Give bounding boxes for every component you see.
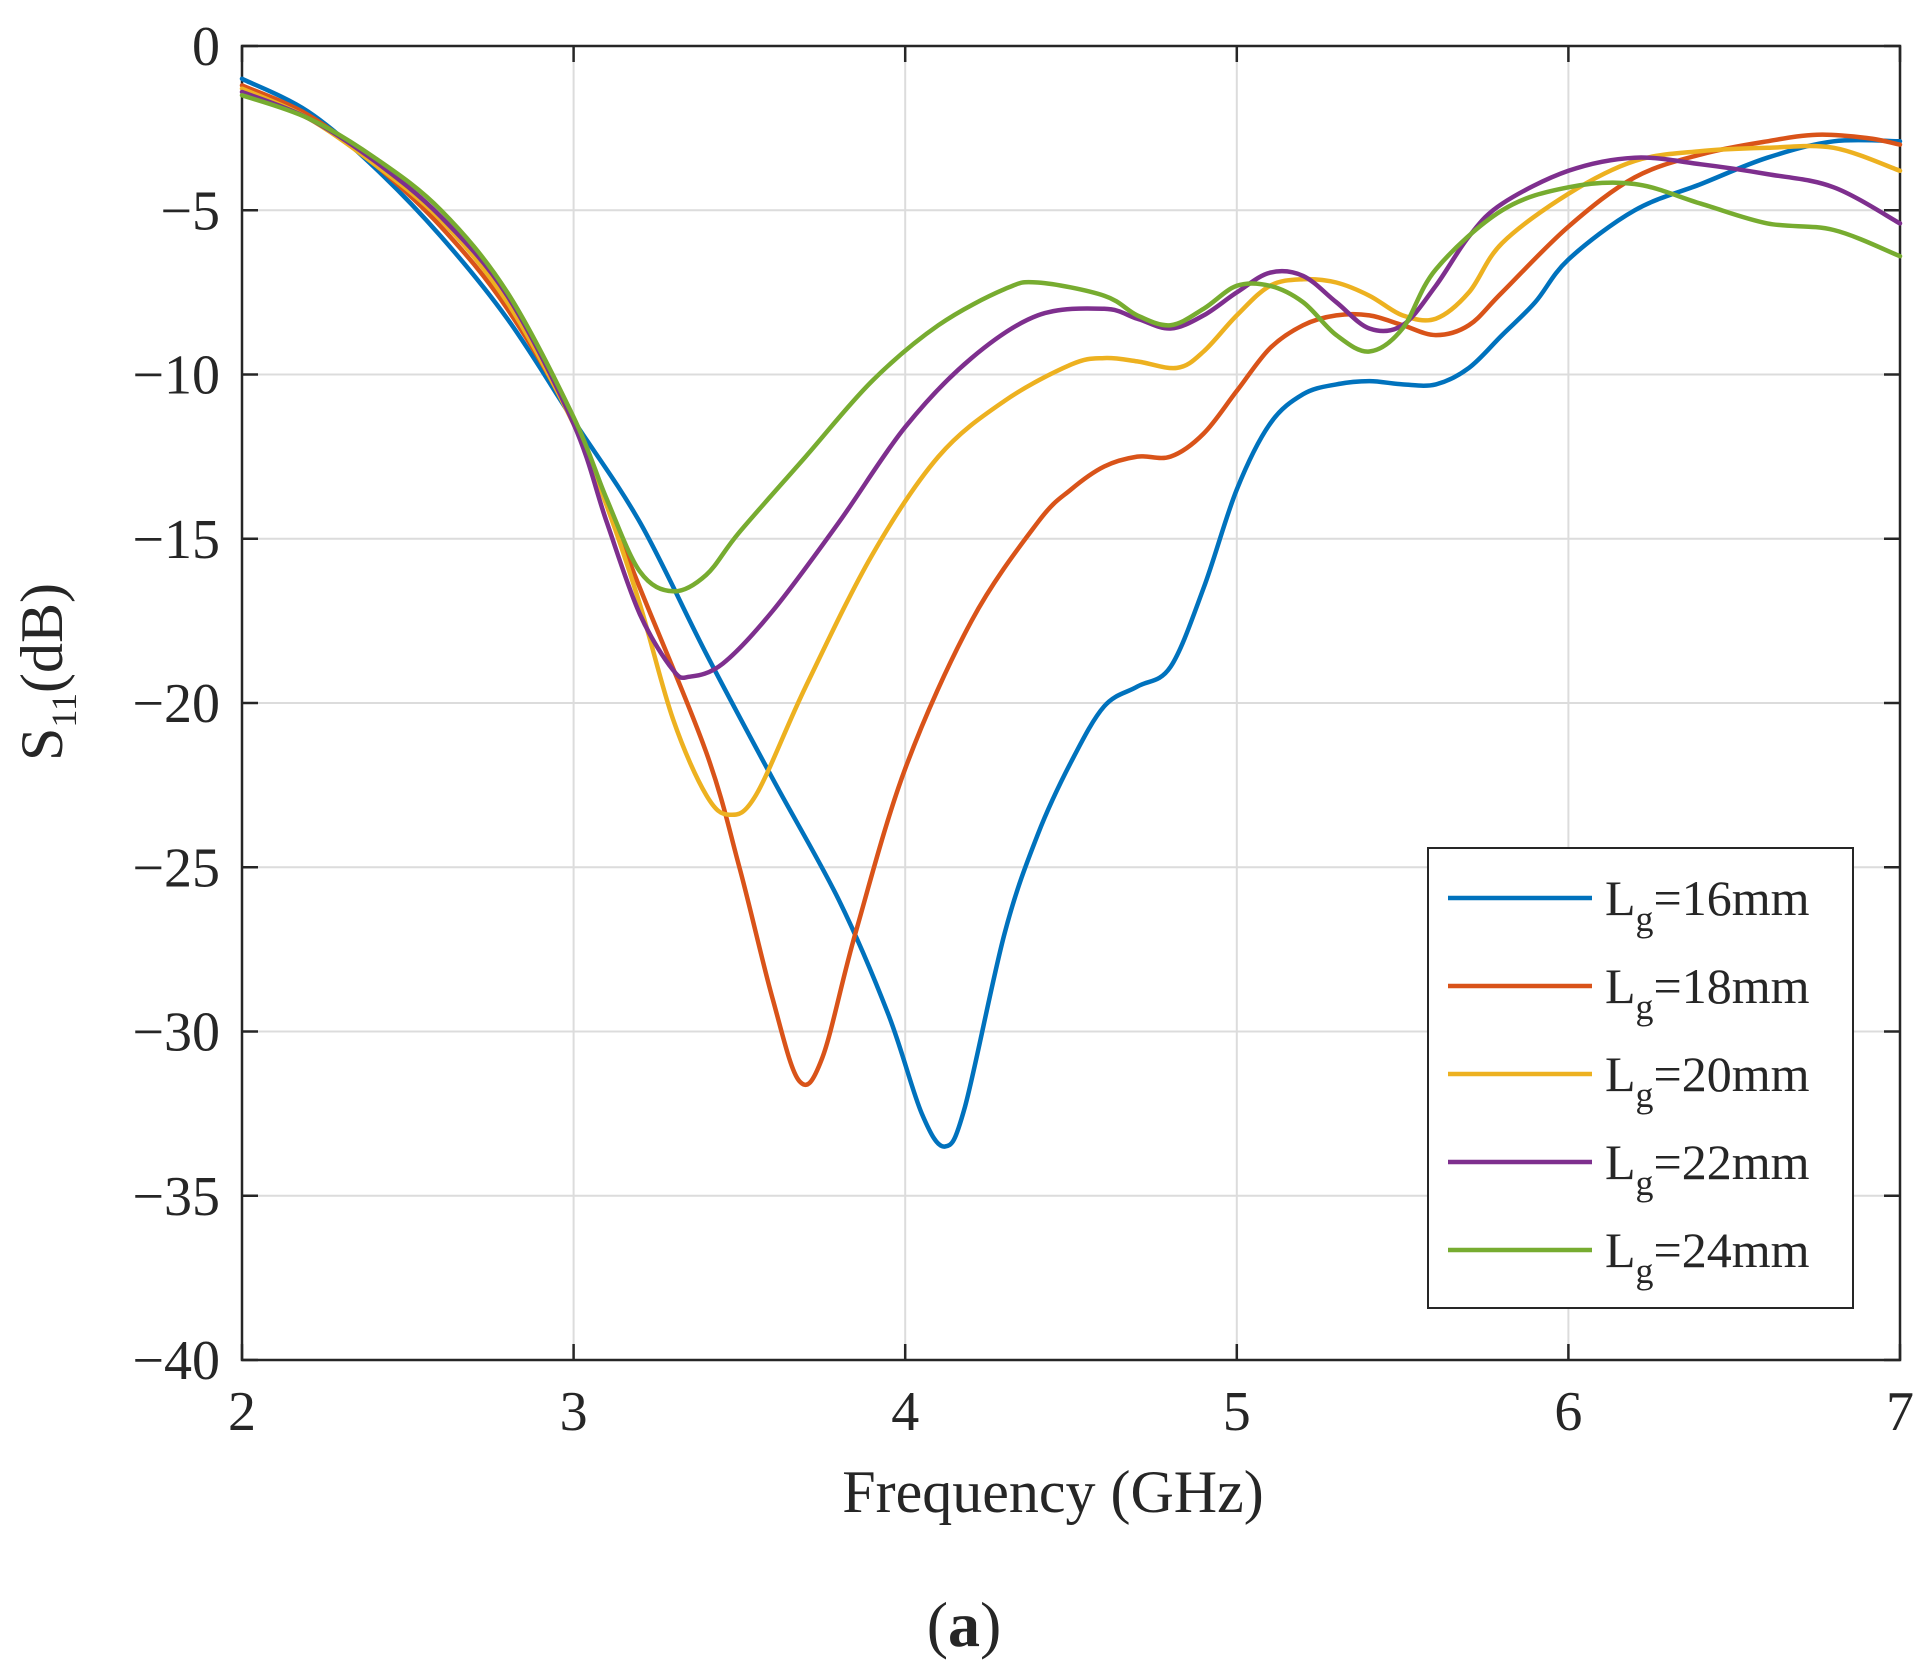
series-lines (239, 76, 1903, 1149)
y-tick-label: −10 (132, 345, 220, 407)
y-tick-label: −20 (132, 673, 220, 735)
y-tick-label: −25 (132, 837, 220, 899)
legend-label: Lg=18mm (1605, 958, 1810, 1027)
figure-caption: (a) (927, 1589, 1002, 1660)
caption-letter: a (948, 1589, 980, 1660)
y-axis-label-unit: (dB) (9, 583, 75, 693)
legend-label-value: =18mm (1654, 958, 1810, 1014)
y-axis-label-subscript: 11 (44, 693, 84, 728)
x-tick-label: 7 (1886, 1381, 1914, 1443)
legend-label-main: L (1605, 1222, 1636, 1278)
y-tick-label: −35 (132, 1166, 220, 1228)
x-tick-label: 4 (891, 1381, 919, 1443)
legend-label-main: L (1605, 870, 1636, 926)
series-line-lg-24mm (239, 93, 1903, 594)
x-tick-label: 3 (560, 1381, 588, 1443)
legend-label-value: =20mm (1654, 1046, 1810, 1102)
axis-ticks (240, 44, 1902, 1362)
legend-label-value: =16mm (1654, 870, 1810, 926)
y-tick-label: −30 (132, 1002, 220, 1064)
caption-close-paren: ) (980, 1589, 1001, 1660)
legend-label-subscript: g (1636, 1075, 1654, 1115)
legend-label-value: =24mm (1654, 1222, 1810, 1278)
y-tick-labels: 0 −5 −10 −15 −20 −25 −30 −35 −40 (132, 16, 220, 1392)
legend-label: Lg=20mm (1605, 1046, 1810, 1115)
y-axis-label-main: S (9, 728, 75, 761)
legend-label: Lg=24mm (1605, 1222, 1810, 1291)
series-line-lg-22mm (239, 89, 1903, 681)
x-axis-label: Frequency (GHz) (842, 1459, 1264, 1525)
y-tick-label: −15 (132, 509, 220, 571)
x-tick-label: 2 (228, 1381, 256, 1443)
legend-box (1427, 847, 1854, 1309)
legend-label-main: L (1605, 1134, 1636, 1190)
legend-label: Lg=16mm (1605, 870, 1810, 939)
caption-open-paren: ( (927, 1589, 948, 1660)
x-tick-label: 6 (1554, 1381, 1582, 1443)
y-tick-label: −40 (132, 1330, 220, 1392)
x-tick-labels: 2 3 4 5 6 7 (228, 1381, 1914, 1443)
y-tick-label: −5 (160, 180, 220, 242)
legend-label-main: L (1605, 958, 1636, 1014)
legend-label-subscript: g (1636, 1251, 1654, 1291)
x-tick-label: 5 (1223, 1381, 1251, 1443)
legend-label-value: =22mm (1654, 1134, 1810, 1190)
y-tick-label: 0 (192, 16, 220, 78)
legend-label-subscript: g (1636, 987, 1654, 1027)
legend-label: Lg=22mm (1605, 1134, 1810, 1203)
legend-label-subscript: g (1636, 1163, 1654, 1203)
series-line-lg-16mm (239, 76, 1903, 1149)
legend-label-main: L (1605, 1046, 1636, 1102)
y-axis-label: S11(dB) (9, 583, 84, 761)
legend-label-subscript: g (1636, 899, 1654, 939)
